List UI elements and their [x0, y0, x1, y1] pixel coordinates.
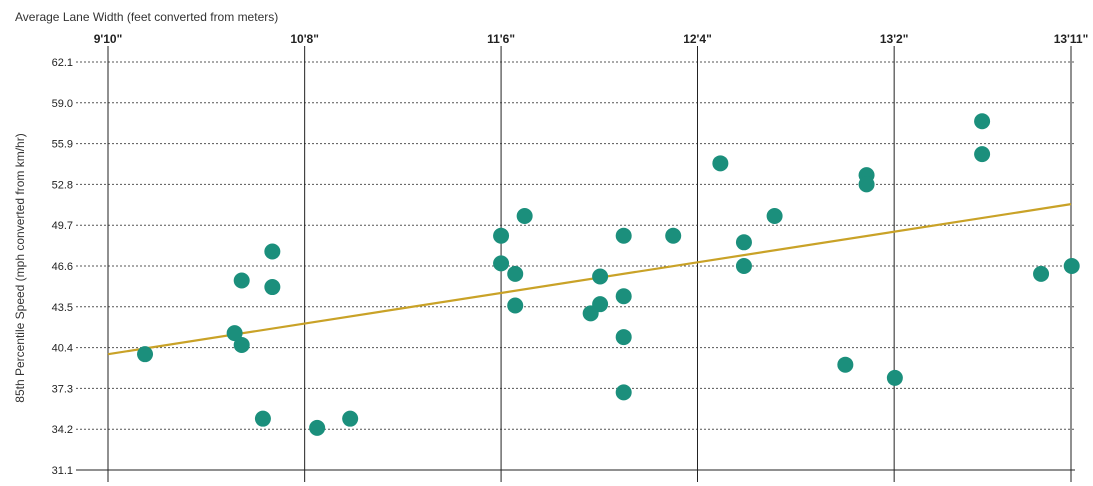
data-point — [615, 288, 632, 305]
data-point — [507, 297, 524, 314]
trend-line-group — [107, 203, 1072, 356]
data-point — [233, 272, 250, 289]
data-point — [254, 410, 271, 427]
data-point — [264, 279, 281, 296]
data-point — [735, 258, 752, 274]
data-point — [712, 155, 729, 172]
y-tick-label: 52.8 — [52, 179, 73, 191]
data-point — [342, 410, 359, 427]
chart-title: Average Lane Width (feet converted from … — [15, 10, 278, 24]
trend-line — [107, 203, 1072, 356]
y-tick-label: 31.1 — [52, 465, 73, 477]
data-point — [735, 234, 752, 251]
data-point — [615, 329, 632, 346]
y-tick-label: 43.5 — [52, 302, 73, 314]
y-tick-label: 49.7 — [52, 220, 73, 232]
x-tick-label: 12'4" — [683, 32, 712, 46]
data-point — [974, 113, 991, 130]
data-point — [264, 243, 281, 260]
data-point — [592, 296, 609, 313]
x-tick-label: 13'11" — [1054, 32, 1089, 46]
x-tick-label: 9'10" — [94, 32, 123, 46]
data-point — [974, 146, 991, 163]
data-point — [226, 325, 243, 342]
data-point — [137, 346, 154, 363]
data-point — [615, 384, 632, 401]
data-point — [766, 207, 783, 224]
data-point — [837, 356, 854, 373]
data-point — [858, 176, 875, 193]
data-point — [592, 268, 609, 285]
y-axis-label: 85th Percentile Speed (mph converted fro… — [13, 133, 27, 402]
data-point — [615, 227, 632, 244]
y-tick-label: 55.9 — [52, 139, 73, 151]
grid — [76, 46, 1075, 482]
data-point — [309, 419, 326, 436]
data-point — [233, 336, 250, 353]
data-points — [137, 113, 1080, 436]
y-tick-label: 40.4 — [52, 343, 73, 355]
x-tick-label: 10'8" — [290, 32, 319, 46]
data-point — [493, 255, 510, 272]
x-tick-label: 13'2" — [880, 32, 909, 46]
y-tick-label: 34.2 — [52, 424, 73, 436]
data-point — [665, 227, 682, 244]
y-tick-label: 59.0 — [52, 98, 73, 110]
data-point — [516, 207, 533, 224]
y-tick-label: 62.1 — [52, 57, 73, 69]
data-point — [507, 265, 524, 282]
data-point — [1033, 265, 1050, 282]
y-tick-label: 37.3 — [52, 383, 73, 395]
data-point — [1063, 258, 1080, 274]
tick-labels: 62.1 59.0 55.9 52.8 49.7 46.6 43.5 40.4 37.3 34.2… — [52, 32, 1089, 477]
data-point — [886, 369, 903, 386]
x-tick-label: 11'6" — [487, 32, 515, 46]
y-tick-label: 46.6 — [52, 261, 73, 273]
data-point — [493, 227, 510, 244]
